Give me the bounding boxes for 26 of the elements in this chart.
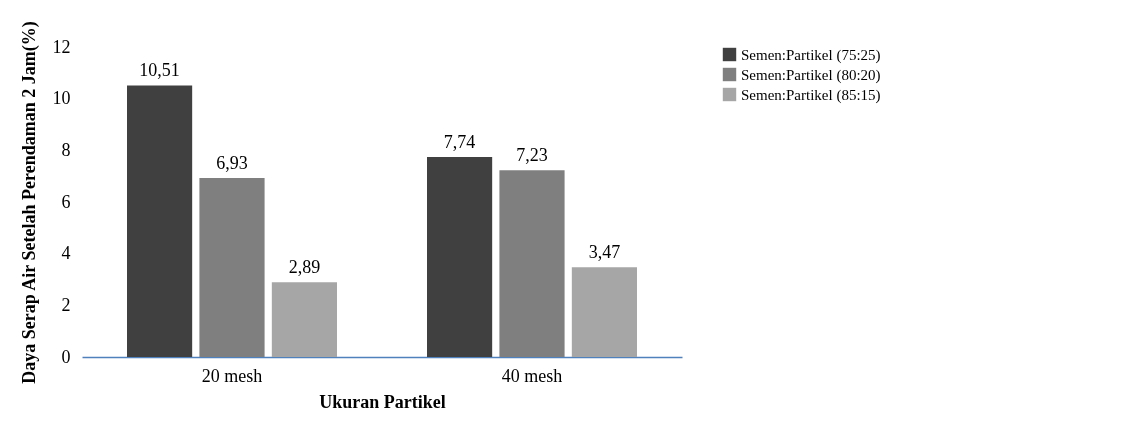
data-label: 3,47 [588, 242, 621, 263]
bar [271, 282, 337, 357]
bar [571, 267, 637, 357]
data-label: 7,74 [443, 132, 476, 153]
y-tick-label: 8 [61, 139, 71, 160]
y-tick-label: 6 [61, 191, 71, 212]
legend-label: Semen:Partikel (85:15) [741, 86, 881, 104]
y-tick-label: 2 [61, 294, 71, 315]
bar [499, 170, 565, 357]
x-axis-title: Ukuran Partikel [319, 391, 446, 412]
data-label: 6,93 [216, 152, 248, 173]
bar [427, 157, 493, 357]
legend-label: Semen:Partikel (75:25) [741, 46, 881, 64]
x-tick-label: 20 mesh [201, 365, 263, 386]
bar [127, 85, 193, 357]
y-tick-label: 12 [52, 36, 71, 57]
y-tick-label: 0 [61, 346, 71, 367]
y-axis-title: Daya Serap Air Setelah Perendaman 2 Jam(%) [18, 21, 40, 384]
y-tick-label: 4 [61, 243, 71, 264]
bar [199, 177, 265, 357]
data-label: 2,89 [288, 257, 321, 278]
data-label: 10,51 [139, 60, 180, 81]
legend-label: Semen:Partikel (80:20) [741, 66, 881, 84]
x-tick-label: 40 mesh [501, 365, 563, 386]
y-tick-label: 10 [52, 88, 71, 109]
data-label: 7,23 [516, 145, 548, 166]
